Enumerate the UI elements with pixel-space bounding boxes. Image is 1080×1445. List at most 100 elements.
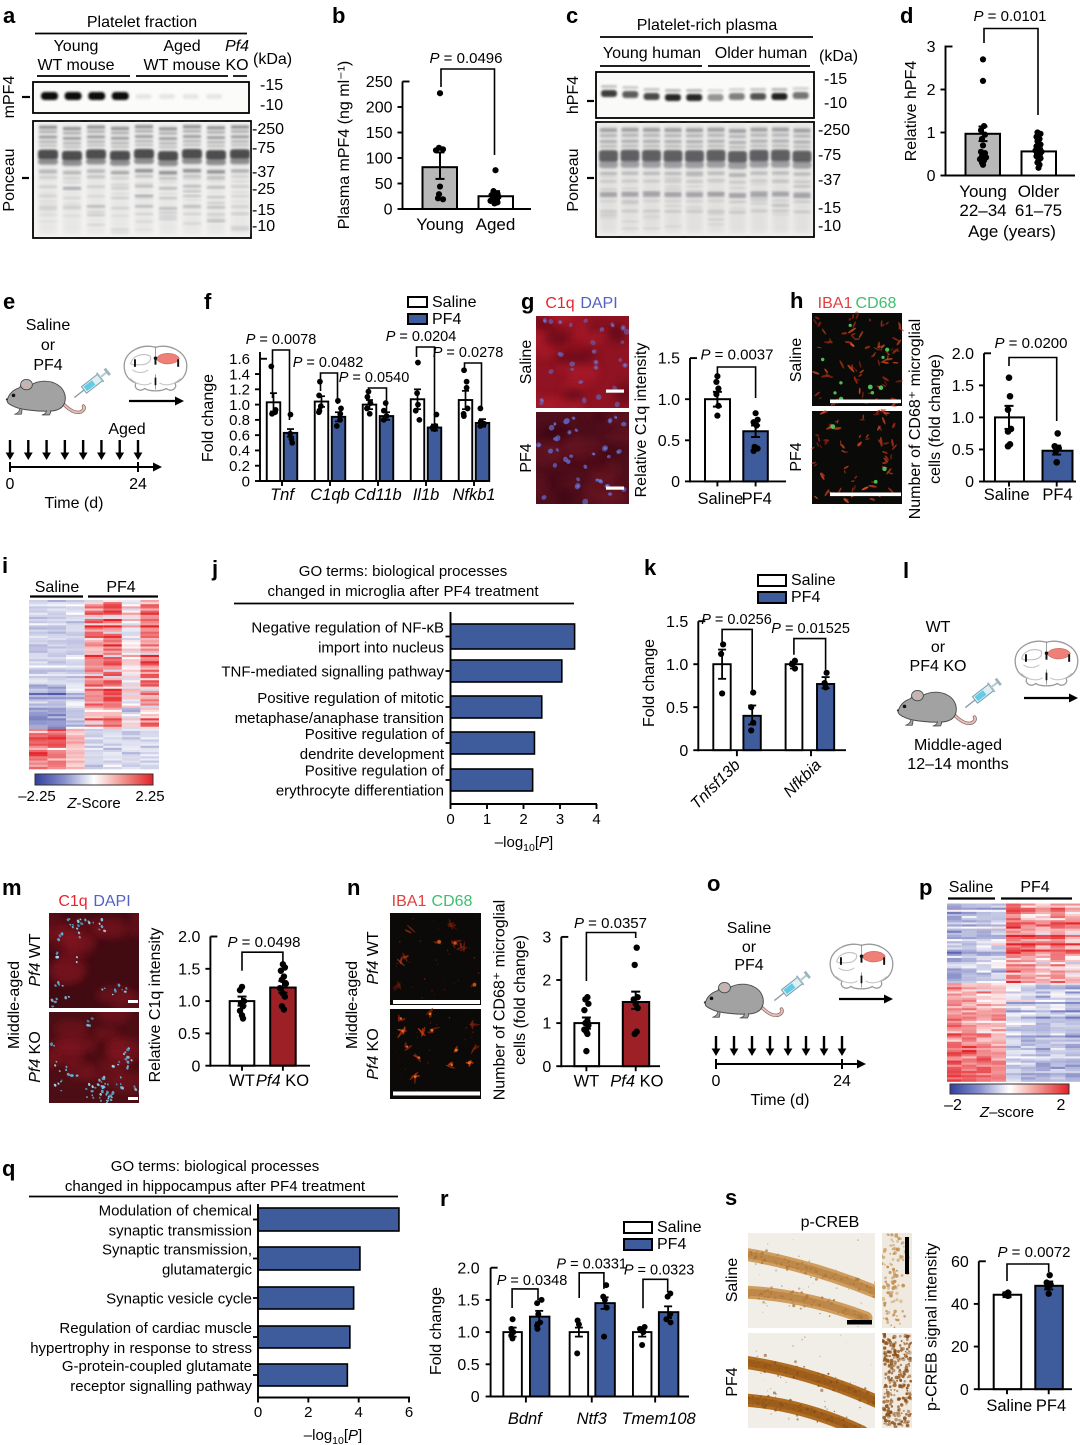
- svg-text:0: 0: [679, 743, 688, 760]
- svg-text:2: 2: [927, 82, 936, 99]
- svg-text:PF4: PF4: [432, 311, 461, 328]
- svg-text:DAPI: DAPI: [93, 893, 130, 910]
- svg-text:Saline: Saline: [657, 1219, 702, 1236]
- svg-text:Middle-aged: Middle-aged: [344, 961, 361, 1049]
- svg-text:Age (years): Age (years): [968, 222, 1056, 241]
- svg-text:WT mouse: WT mouse: [143, 57, 220, 74]
- svg-text:Saline: Saline: [727, 920, 772, 937]
- svg-text:Positive regulation of: Positive regulation of: [305, 726, 445, 743]
- svg-text:1.0: 1.0: [457, 1325, 479, 1342]
- svg-text:PF4: PF4: [791, 589, 820, 606]
- svg-text:0: 0: [960, 1382, 969, 1399]
- svg-text:n: n: [347, 875, 360, 900]
- svg-text:100: 100: [366, 151, 393, 168]
- svg-text:Aged: Aged: [476, 215, 516, 234]
- svg-text:60: 60: [951, 1254, 969, 1271]
- svg-text:Saline: Saline: [791, 572, 836, 589]
- svg-text:P = 0.0498: P = 0.0498: [228, 934, 301, 951]
- svg-text:IBA1: IBA1: [392, 893, 427, 910]
- svg-text:Young: Young: [959, 182, 1007, 201]
- svg-text:P = 0.0482: P = 0.0482: [293, 355, 364, 371]
- svg-text:j: j: [211, 556, 218, 581]
- svg-text:cells (fold change): cells (fold change): [512, 935, 529, 1065]
- svg-text:1.5: 1.5: [666, 614, 688, 631]
- svg-text:Older: Older: [1018, 182, 1060, 201]
- svg-text:p-CREB signal intensity: p-CREB signal intensity: [923, 1243, 940, 1411]
- svg-text:o: o: [707, 871, 720, 896]
- svg-text:–log10[P]: –log10[P]: [495, 834, 553, 854]
- svg-text:3: 3: [542, 930, 551, 947]
- svg-text:2: 2: [1057, 1097, 1066, 1114]
- svg-text:Plasma mPF4 (ng ml⁻¹): Plasma mPF4 (ng ml⁻¹): [336, 61, 353, 229]
- svg-text:-75: -75: [252, 140, 275, 157]
- svg-text:PF4: PF4: [1020, 879, 1049, 896]
- svg-text:or: or: [931, 639, 946, 656]
- svg-text:-15: -15: [260, 77, 283, 94]
- svg-text:Pf4 WT: Pf4 WT: [365, 931, 382, 985]
- svg-text:2.0: 2.0: [178, 929, 200, 946]
- svg-text:C1q: C1q: [545, 295, 574, 312]
- svg-text:P = 0.0540: P = 0.0540: [339, 370, 410, 386]
- svg-text:Il1b: Il1b: [413, 486, 440, 504]
- svg-text:Tmem108: Tmem108: [621, 1410, 696, 1428]
- svg-text:P = 0.0323: P = 0.0323: [624, 1263, 695, 1279]
- svg-text:0: 0: [254, 1404, 262, 1421]
- svg-text:Relative C1q intensity: Relative C1q intensity: [147, 928, 164, 1083]
- svg-text:r: r: [440, 1186, 449, 1211]
- svg-text:1.6: 1.6: [229, 351, 250, 368]
- svg-text:Middle-aged: Middle-aged: [914, 737, 1002, 754]
- svg-text:Saline: Saline: [432, 294, 477, 311]
- svg-text:0: 0: [384, 202, 393, 219]
- svg-text:P = 0.0037: P = 0.0037: [701, 347, 774, 364]
- svg-text:or: or: [41, 337, 56, 354]
- svg-text:Nfkb1: Nfkb1: [452, 486, 495, 504]
- svg-text:1: 1: [483, 811, 491, 828]
- svg-text:0: 0: [446, 811, 454, 828]
- svg-text:0: 0: [671, 474, 680, 491]
- svg-text:d: d: [900, 3, 913, 28]
- svg-text:0: 0: [242, 473, 250, 490]
- svg-text:0.5: 0.5: [658, 433, 680, 450]
- svg-text:24: 24: [833, 1073, 851, 1090]
- svg-text:1.5: 1.5: [952, 378, 974, 395]
- svg-text:P = 0.0357: P = 0.0357: [574, 915, 647, 932]
- svg-text:s: s: [725, 1185, 737, 1210]
- svg-text:PF4: PF4: [734, 957, 763, 974]
- svg-text:hPF4: hPF4: [565, 76, 582, 114]
- svg-text:Synaptic vesicle cycle: Synaptic vesicle cycle: [106, 1291, 252, 1308]
- svg-text:PF4: PF4: [33, 357, 62, 374]
- svg-text:m: m: [2, 875, 22, 900]
- svg-text:PF4: PF4: [106, 579, 135, 596]
- svg-text:-10: -10: [818, 218, 841, 235]
- svg-text:1.5: 1.5: [178, 961, 200, 978]
- svg-text:CD68: CD68: [432, 893, 473, 910]
- svg-text:synaptic transmission: synaptic transmission: [109, 1223, 252, 1240]
- svg-text:1.0: 1.0: [658, 392, 680, 409]
- svg-text:2.0: 2.0: [952, 346, 974, 363]
- svg-text:2: 2: [519, 811, 527, 828]
- svg-text:Synaptic transmission,: Synaptic transmission,: [102, 1242, 252, 1259]
- svg-text:P = 0.0278: P = 0.0278: [433, 345, 504, 361]
- svg-text:receptor signalling pathway: receptor signalling pathway: [70, 1378, 252, 1395]
- svg-text:Saline: Saline: [26, 317, 71, 334]
- svg-text:PF4: PF4: [657, 1236, 686, 1253]
- svg-text:0: 0: [6, 476, 15, 493]
- svg-text:1.5: 1.5: [457, 1293, 479, 1310]
- svg-text:P = 0.0072: P = 0.0072: [998, 1244, 1071, 1261]
- svg-text:GO terms: biological processes: GO terms: biological processes: [299, 563, 507, 580]
- svg-text:Ntf3: Ntf3: [577, 1410, 608, 1428]
- svg-text:6: 6: [405, 1404, 413, 1421]
- svg-text:250: 250: [366, 74, 393, 91]
- svg-text:–2: –2: [944, 1097, 962, 1114]
- svg-text:P = 0.0101: P = 0.0101: [974, 8, 1047, 25]
- svg-text:cells (fold change): cells (fold change): [927, 354, 944, 484]
- svg-text:22–34: 22–34: [959, 201, 1006, 220]
- svg-text:Pf4 KO: Pf4 KO: [610, 1073, 663, 1091]
- svg-text:0.5: 0.5: [666, 700, 688, 717]
- svg-text:Saline: Saline: [697, 490, 743, 508]
- svg-text:P = 0.0496: P = 0.0496: [430, 50, 503, 67]
- svg-text:0: 0: [712, 1073, 721, 1090]
- svg-text:P = 0.0204: P = 0.0204: [386, 329, 457, 345]
- svg-text:Pf4 KO: Pf4 KO: [27, 1031, 44, 1083]
- svg-text:WT mouse: WT mouse: [37, 57, 114, 74]
